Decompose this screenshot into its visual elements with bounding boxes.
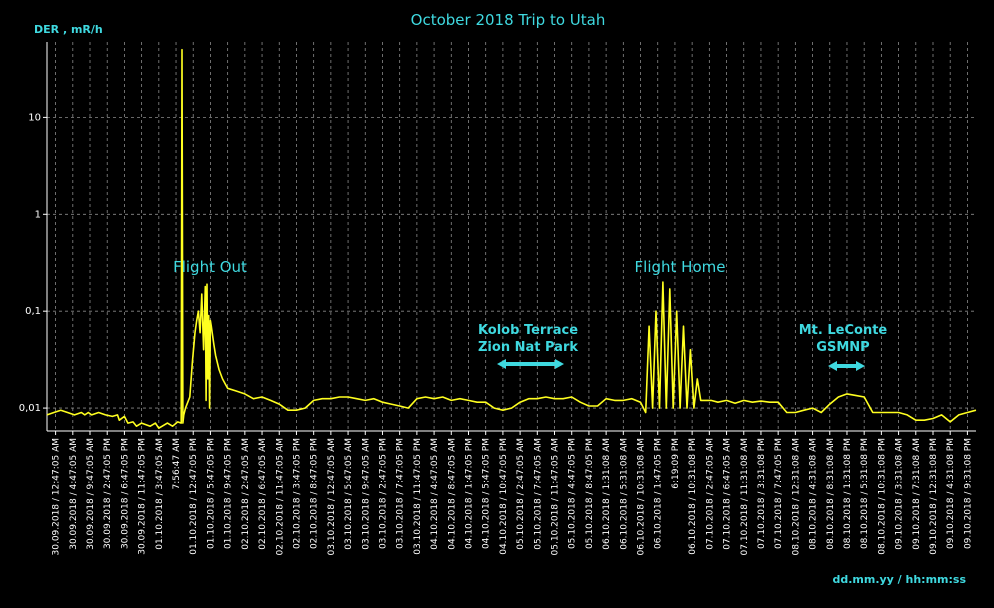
x-tick-label: 05.10.2018 / 11:47:05 AM bbox=[551, 438, 561, 556]
annotation-zion-nat-park: Zion Nat Park bbox=[478, 340, 578, 355]
x-tick-label: 06.10.2018 / 10:31:08 PM bbox=[688, 438, 698, 555]
x-tick-label: 08.10.2018 / 1:31:08 PM bbox=[843, 438, 853, 549]
chart-title: October 2018 Trip to Utah bbox=[411, 11, 606, 29]
x-tick-label: 07.10.2018 / 11:31:08 AM bbox=[740, 438, 750, 556]
x-tick-label: 02.10.2018 / 6:47:05 AM bbox=[258, 438, 268, 550]
axis-layer: 0,01 0,1 1 10 30.09.2018 / 12:47:05 AM 30.09.… bbox=[19, 42, 976, 556]
annotation-flight-out: Flight Out bbox=[173, 258, 247, 276]
x-tick-label: 08.10.2018 / 5:31:08 PM bbox=[860, 438, 870, 549]
x-tick-label: 04.10.2018 / 10:47:05 PM bbox=[499, 438, 509, 555]
x-tick-label: 05.10.2018 / 8:47:05 PM bbox=[585, 438, 595, 549]
x-tick-label: 04.10.2018 / 4:47:05 AM bbox=[430, 438, 440, 550]
x-tick-label: 09.10.2018 / 4:31:08 PM bbox=[946, 438, 956, 549]
x-tick-label: 09.10.2018 / 12:31:08 PM bbox=[929, 438, 939, 555]
x-tick-label: 03.10.2018 / 11:47:05 PM bbox=[413, 438, 423, 555]
x-tick-label: 02.10.2018 / 3:47:05 PM bbox=[292, 438, 302, 549]
x-tick-label: 02.10.2018 / 11:47:05 AM bbox=[275, 438, 285, 556]
x-tick-label: 03.10.2018 / 7:47:05 PM bbox=[396, 438, 406, 549]
arrow-gsmnp-right-head bbox=[856, 361, 865, 371]
x-tick-label: 02.10.2018 / 8:47:05 PM bbox=[310, 438, 320, 549]
annotation-mt-leconte: Mt. LeConte bbox=[799, 323, 888, 338]
x-tick-label: 01.10.2018 / 5:47:05 PM bbox=[206, 438, 216, 549]
arrow-gsmnp bbox=[828, 361, 865, 371]
y-tick-label: 10 bbox=[28, 112, 41, 123]
x-tick-label: 02.10.2018 / 2:47:05 AM bbox=[241, 438, 251, 550]
y-axis-label: DER , mR/h bbox=[34, 23, 103, 36]
x-tick-label: 30.09.2018 / 6:47:05 PM bbox=[120, 438, 130, 549]
x-tick-label: 30.09.2018 / 9:47:05 AM bbox=[86, 438, 96, 550]
x-tick-label: 08.10.2018 / 4:31:08 AM bbox=[809, 438, 819, 550]
series-line bbox=[46, 48, 977, 430]
arrow-zion bbox=[497, 359, 564, 369]
x-tick-label: 05.10.2018 / 4:47:05 PM bbox=[568, 438, 578, 549]
y-tick-label: 0,1 bbox=[25, 306, 41, 317]
x-tick-label: 06.10.2018 / 1:47:05 PM bbox=[654, 438, 664, 549]
grid-layer bbox=[47, 42, 976, 431]
y-tick-label: 0,01 bbox=[19, 403, 41, 414]
annotation-kolob-terrace: Kolob Terrace bbox=[478, 323, 578, 338]
x-axis-label: dd.mm.yy / hh:mm:ss bbox=[832, 573, 966, 586]
x-tick-label: 03.10.2018 / 5:47:05 AM bbox=[344, 438, 354, 550]
x-tick-label: 09.10.2018 / 9:31:08 PM bbox=[963, 438, 973, 549]
annotation-layer: Flight Out Flight Home Kolob Terrace Zion N… bbox=[173, 258, 887, 371]
x-tick-label: 04.10.2018 / 5:47:05 PM bbox=[482, 438, 492, 549]
x-tick-label: 30.09.2018 / 12:47:05 AM bbox=[52, 438, 62, 556]
x-tick-label: 06.10.2018 / 1:31:08 AM bbox=[602, 438, 612, 550]
arrow-zion-right-head bbox=[555, 359, 564, 369]
x-tick-label: 01.10.2018 / 12:47:05 PM bbox=[189, 438, 199, 555]
x-tick-label: 08.10.2018 / 8:31:08 AM bbox=[826, 438, 836, 550]
x-tick-label: 08.10.2018 / 10:31:08 PM bbox=[877, 438, 887, 555]
x-tick-label: 6:19:09 PM bbox=[671, 438, 681, 489]
x-tick-label: 30.09.2018 / 4:47:05 AM bbox=[69, 438, 79, 550]
annotation-gsmnp: GSMNP bbox=[816, 340, 869, 355]
x-tick-label: 06.10.2018 / 5:31:08 AM bbox=[619, 438, 629, 550]
x-tick-label: 03.10.2018 / 2:47:05 PM bbox=[378, 438, 388, 549]
x-tick-label: 30.09.2018 / 2:47:05 PM bbox=[103, 438, 113, 549]
annotation-flight-home: Flight Home bbox=[635, 258, 726, 276]
x-tick-label: 07.10.2018 / 6:47:05 AM bbox=[723, 438, 733, 550]
x-tick-label: 05.10.2018 / 7:47:05 AM bbox=[533, 438, 543, 550]
x-tick-label: 03.10.2018 / 9:47:05 AM bbox=[361, 438, 371, 550]
x-tick-label: 09.10.2018 / 7:31:08 AM bbox=[912, 438, 922, 550]
x-tick-label: 04.10.2018 / 8:47:05 AM bbox=[447, 438, 457, 550]
x-tick-label: 30.09.2018 / 11:47:05 PM bbox=[138, 438, 148, 555]
x-tick-label: 08.10.2018 / 12:31:08 AM bbox=[791, 438, 801, 556]
x-tick-label: 03.10.2018 / 12:47:05 AM bbox=[327, 438, 337, 556]
x-tick-label: 7:56:47 AM bbox=[172, 438, 182, 489]
x-tick-label: 01.10.2018 / 3:47:05 AM bbox=[155, 438, 165, 550]
x-tick-label: 07.10.2018 / 2:47:05 AM bbox=[705, 438, 715, 550]
y-tick-label: 1 bbox=[35, 209, 41, 220]
arrow-gsmnp-left-head bbox=[828, 361, 837, 371]
x-tick-label: 01.10.2018 / 9:47:05 PM bbox=[224, 438, 234, 549]
x-tick-label: 07.10.2018 / 3:31:08 PM bbox=[757, 438, 767, 549]
x-tick-label: 06.10.2018 / 10:31:08 AM bbox=[637, 438, 647, 556]
x-tick-label: 09.10.2018 / 3:31:08 AM bbox=[895, 438, 905, 550]
series-layer bbox=[46, 48, 977, 430]
x-tick-label: 04.10.2018 / 1:47:05 PM bbox=[464, 438, 474, 549]
arrow-zion-left-head bbox=[497, 359, 506, 369]
x-tick-label: 05.10.2018 / 2:47:05 AM bbox=[516, 438, 526, 550]
x-tick-label: 07.10.2018 / 7:47:05 PM bbox=[774, 438, 784, 549]
